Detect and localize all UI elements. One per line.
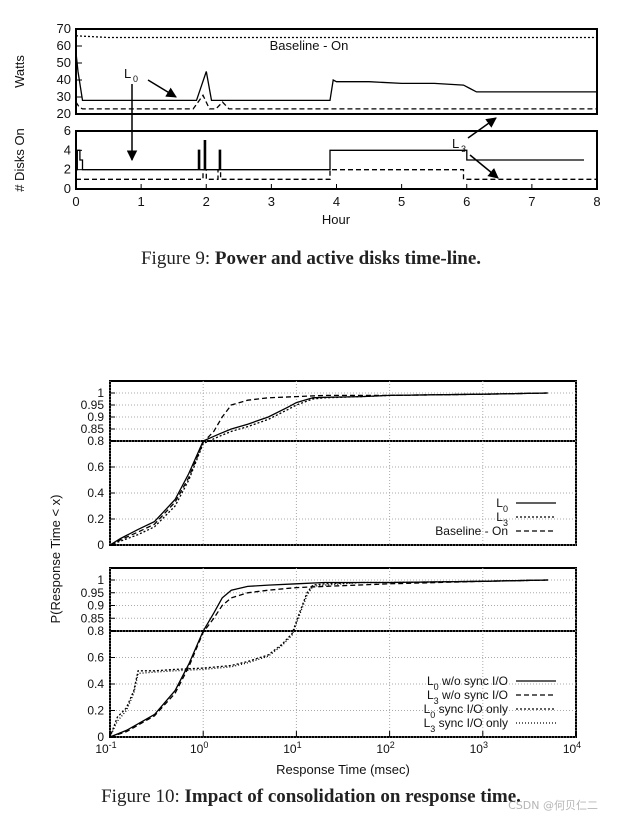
cdf-bottom-y-tick-label: 0.95 <box>81 586 105 600</box>
cdf-top-y-tick-label: 0.2 <box>87 512 104 526</box>
power-line-l3 <box>75 94 597 110</box>
cdf-bottom-y-tick-label: 0.6 <box>87 651 104 665</box>
l0-arrow-power <box>147 79 177 98</box>
power-y-tick-label: 60 <box>57 38 71 53</box>
cdf-top-y-tick-label: 0.8 <box>87 434 104 448</box>
l3-arrow-power <box>467 117 497 139</box>
response-y-axis-label: P(Response Time < x) <box>48 495 63 624</box>
disks-y-tick-label: 0 <box>64 181 71 196</box>
cdf-bottom-line-2 <box>109 579 548 738</box>
hour-x-tick-label: 2 <box>203 194 210 209</box>
response-x-axis-label: Response Time (msec) <box>276 762 410 777</box>
cdf-top-legend-label: Baseline - On <box>435 524 508 538</box>
l3-annotation-subscript: 3 <box>461 144 466 154</box>
cdf-bottom-y-tick-label: 1 <box>97 573 104 587</box>
cdf-top-legend-label: L3 <box>496 510 508 528</box>
disks-y-tick-label: 4 <box>64 142 71 157</box>
cdf-top-legend-label: L0 <box>496 496 508 514</box>
cdf-bottom-line-1 <box>109 579 548 738</box>
cdf-top-y-tick-label: 1 <box>97 386 104 400</box>
power-y-tick-label: 50 <box>57 55 71 70</box>
disks-y-tick-label: 6 <box>64 123 71 138</box>
response-x-tick-label: 103 <box>470 740 488 756</box>
cdf-top-y-tick-label: 0.95 <box>81 398 105 412</box>
cdf-bottom-legend-label: L3 sync I/O only <box>424 716 508 734</box>
l3-arrow-disks <box>469 154 499 179</box>
cdf-top-y-tick-label: 0.85 <box>81 422 105 436</box>
cdf-top-line-0 <box>109 392 548 546</box>
cdf-bottom-line-0 <box>109 579 548 738</box>
cdf-bottom-legend-label: L0 w/o sync I/O <box>427 674 508 692</box>
figure10-caption-title: Impact of consolidation on response time… <box>184 786 521 807</box>
l0-annotation: L <box>124 66 131 81</box>
figure10-caption-prefix: Figure 10: <box>101 786 180 807</box>
response-x-tick-label: 101 <box>283 740 301 756</box>
figure9-caption-title: Power and active disks time-line. <box>214 248 482 269</box>
response-x-tick-label: 10-1 <box>95 740 116 756</box>
response-x-tick-label: 100 <box>190 740 208 756</box>
disks-y-axis-label: # Disks On <box>12 128 27 192</box>
l0-annotation-subscript: 0 <box>133 74 138 84</box>
cdf-top-y-tick-label: 0.9 <box>87 410 104 424</box>
cdf-bottom-legend-label: L3 w/o sync I/O <box>427 688 508 706</box>
hour-x-tick-label: 8 <box>593 194 600 209</box>
power-y-axis-label: Watts <box>12 55 27 88</box>
figure9-caption-prefix: Figure 9: <box>140 248 211 269</box>
response-x-tick-label: 102 <box>376 740 394 756</box>
l3-annotation: L <box>452 136 459 151</box>
hour-x-tick-label: 1 <box>138 194 145 209</box>
power-panel-frame <box>75 28 598 115</box>
power-line-l0 <box>75 52 597 102</box>
disks-y-tick-label: 2 <box>64 162 71 177</box>
power-y-tick-label: 20 <box>57 106 71 121</box>
cdf-top-line-1 <box>109 392 548 546</box>
disks-line-l0 <box>76 140 584 171</box>
hour-x-axis-label: Hour <box>322 212 351 227</box>
power-y-tick-label: 70 <box>57 21 71 36</box>
power-line-baseline <box>75 35 597 39</box>
cdf-bottom-y-tick-label: 0.85 <box>81 611 105 625</box>
hour-x-tick-label: 4 <box>333 194 340 209</box>
cdf-top-y-tick-label: 0.6 <box>87 460 104 474</box>
disks-line-l3 <box>76 169 597 180</box>
figure10-caption: Figure 10: Impact of consolidation on re… <box>0 786 622 808</box>
cdf-bottom-y-tick-label: 0.4 <box>87 677 104 691</box>
power-y-tick-label: 30 <box>57 89 71 104</box>
baseline-annotation: Baseline - On <box>270 38 349 53</box>
cdf-top-y-tick-label: 0.4 <box>87 486 104 500</box>
power-y-tick-label: 40 <box>57 72 71 87</box>
cdf-top-y-tick-label: 0 <box>97 538 104 552</box>
hour-x-tick-label: 7 <box>528 194 535 209</box>
hour-x-tick-label: 0 <box>72 194 79 209</box>
cdf-bottom-legend-label: L0 sync I/O only <box>424 702 508 720</box>
hour-x-tick-label: 5 <box>398 194 405 209</box>
watermark: CSDN @何贝仁二 <box>508 799 598 812</box>
cdf-bottom-y-tick-label: 0.9 <box>87 599 104 613</box>
hour-x-tick-label: 6 <box>463 194 470 209</box>
cdf-bottom-y-tick-label: 0.2 <box>87 704 104 718</box>
response-x-tick-label: 104 <box>563 740 581 756</box>
cdf-bottom-y-tick-label: 0 <box>97 730 104 744</box>
cdf-top-line-2 <box>109 392 548 546</box>
hour-x-tick-label: 3 <box>268 194 275 209</box>
figure9-caption: Figure 9: Power and active disks time-li… <box>0 248 622 270</box>
cdf-bottom-y-tick-label: 0.8 <box>87 624 104 638</box>
